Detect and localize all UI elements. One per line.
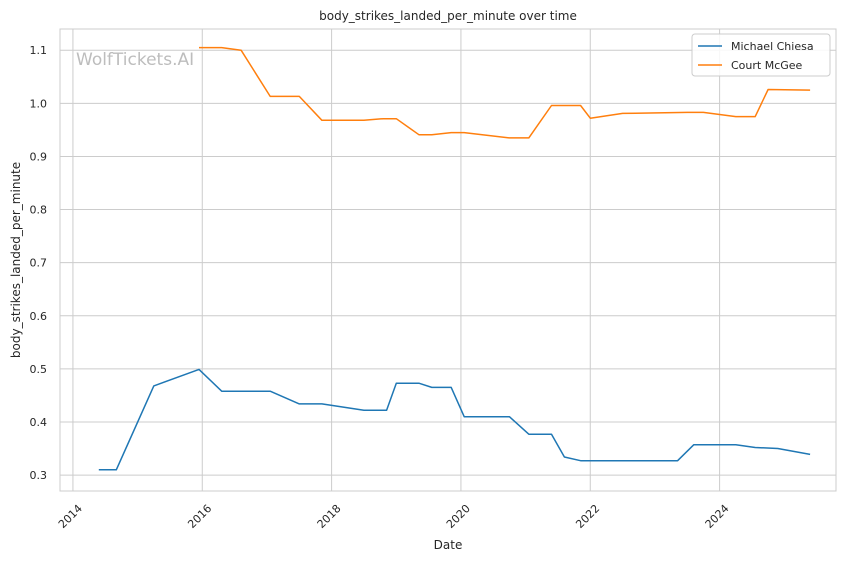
x-tick-label: 2020 bbox=[444, 502, 473, 531]
x-tick-labels: 2014 2016 2018 2020 2022 2024 bbox=[56, 502, 732, 531]
series-line-1 bbox=[199, 46, 811, 139]
chart-title: body_strikes_landed_per_minute over time bbox=[319, 9, 577, 23]
x-tick-label: 2016 bbox=[185, 502, 214, 531]
y-tick-label: 0.3 bbox=[30, 469, 48, 482]
y-tick-label: 0.9 bbox=[30, 150, 48, 163]
y-tick-labels: 0.3 0.4 0.5 0.6 0.7 0.8 0.9 1.0 1.1 bbox=[30, 44, 48, 482]
y-tick-label: 0.8 bbox=[30, 204, 48, 217]
watermark-text: WolfTickets.AI bbox=[76, 50, 194, 70]
x-axis-label: Date bbox=[434, 538, 463, 552]
y-tick-label: 1.0 bbox=[30, 97, 48, 110]
y-tick-label: 0.7 bbox=[30, 257, 48, 270]
legend: Michael Chiesa Court McGee bbox=[691, 33, 831, 77]
legend-label-court-mcgee: Court McGee bbox=[731, 59, 803, 72]
y-tick-label: 0.4 bbox=[30, 416, 48, 429]
y-tick-label: 1.1 bbox=[30, 44, 48, 57]
plot-frame bbox=[59, 28, 837, 492]
series-line-0 bbox=[98, 368, 811, 471]
x-tick-label: 2024 bbox=[703, 502, 732, 531]
x-tick-label: 2014 bbox=[56, 502, 85, 531]
x-tick-label: 2018 bbox=[315, 502, 344, 531]
y-tick-label: 0.6 bbox=[30, 310, 48, 323]
x-tick-label: 2022 bbox=[573, 502, 602, 531]
grid bbox=[60, 29, 836, 491]
legend-label-michael-chiesa: Michael Chiesa bbox=[731, 40, 814, 53]
legend-box bbox=[691, 33, 831, 77]
y-tick-label: 0.5 bbox=[30, 363, 48, 376]
y-axis-label: body_strikes_landed_per_minute bbox=[9, 162, 23, 358]
series-layer bbox=[98, 46, 811, 471]
